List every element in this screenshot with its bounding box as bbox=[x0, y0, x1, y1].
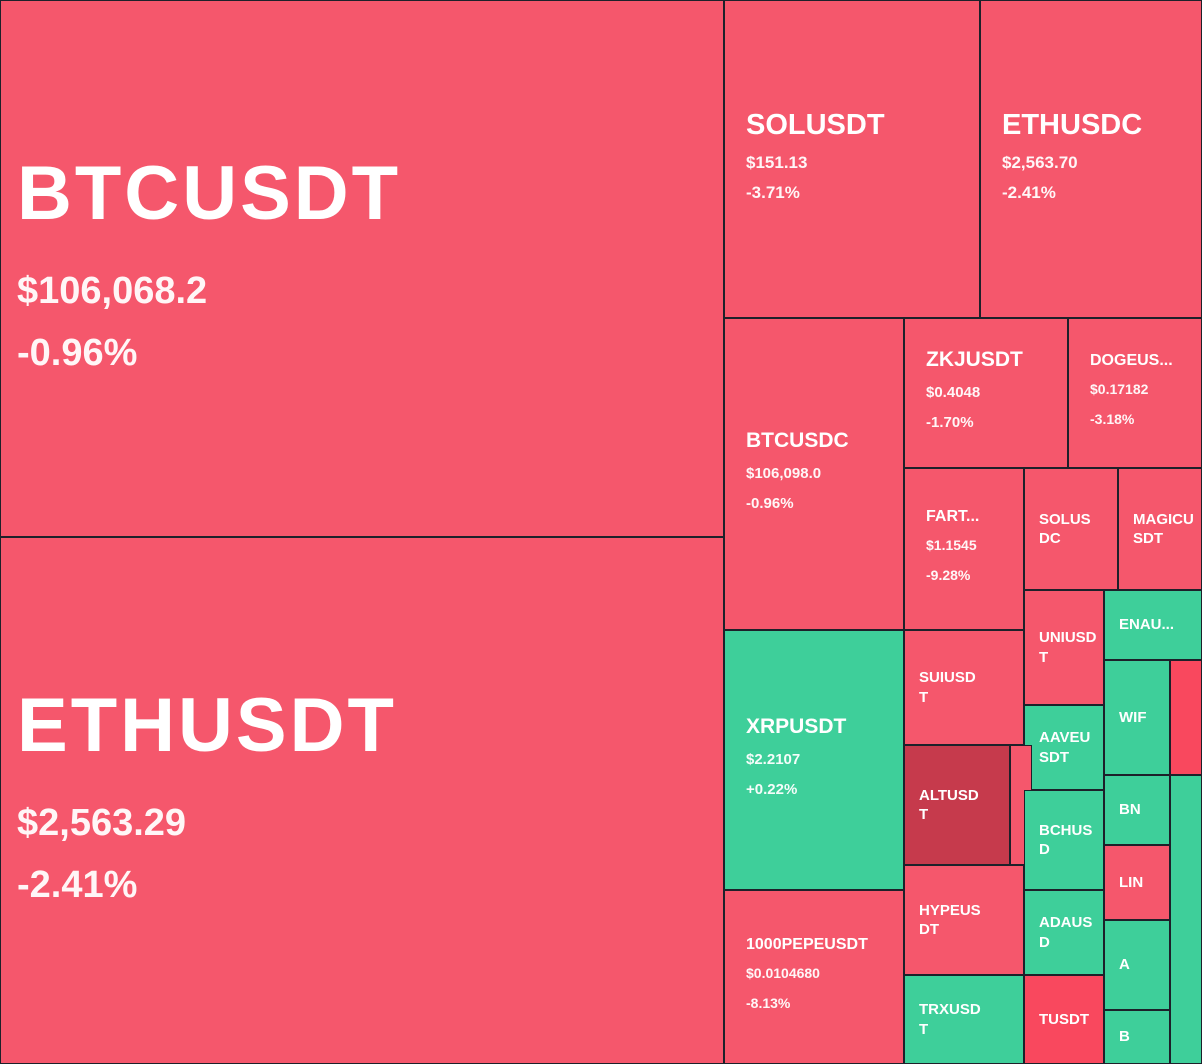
tile-price: $2.2107 bbox=[746, 750, 801, 768]
tile-bn[interactable]: BN bbox=[1104, 775, 1170, 845]
tile-suiusdt[interactable]: SUIUSDT bbox=[904, 630, 1024, 745]
tile-b[interactable]: B bbox=[1104, 1010, 1170, 1064]
tile-tusdt[interactable]: TUSDT bbox=[1024, 975, 1104, 1064]
tile-symbol: HYPEUSDT bbox=[919, 901, 981, 939]
tile-symbol: SOLUSDC bbox=[1039, 510, 1091, 548]
tile-bchusd[interactable]: BCHUSD bbox=[1024, 790, 1104, 890]
tile-1000pepeusdt[interactable]: 1000PEPEUSDT $0.0104680 -8.13% bbox=[724, 890, 904, 1064]
tile-price: $0.4048 bbox=[926, 383, 981, 401]
tile-unlabeled-29[interactable] bbox=[1170, 775, 1202, 1064]
tile-symbol: ENAU... bbox=[1119, 616, 1175, 634]
tile-symbol: TRXUSDT bbox=[919, 1001, 981, 1038]
tile-change: -0.96% bbox=[746, 494, 794, 512]
tile-change: -2.41% bbox=[1002, 182, 1056, 202]
tile-enau[interactable]: ENAU... bbox=[1104, 590, 1202, 660]
tile-symbol: ADAUSD bbox=[1039, 914, 1093, 951]
tile-symbol: BCHUSD bbox=[1039, 821, 1093, 859]
tile-change: +0.22% bbox=[746, 780, 798, 798]
tile-trxusdt[interactable]: TRXUSDT bbox=[904, 975, 1024, 1064]
tile-btcusdt[interactable]: BTCUSDT $106,068.2 -0.96% bbox=[0, 0, 724, 537]
tile-a[interactable]: A bbox=[1104, 920, 1170, 1010]
tile-change: -8.13% bbox=[746, 994, 791, 1011]
tile-altusdt[interactable]: ALTUSDT bbox=[904, 745, 1010, 865]
tile-change: -1.70% bbox=[926, 413, 974, 431]
tile-symbol: TUSDT bbox=[1039, 1010, 1089, 1028]
tile-symbol: B bbox=[1119, 1028, 1130, 1046]
tile-symbol: A bbox=[1119, 956, 1130, 974]
tile-change: -2.41% bbox=[17, 864, 138, 907]
tile-symbol: WIF bbox=[1119, 708, 1147, 726]
tile-symbol: SUIUSDT bbox=[919, 669, 976, 706]
tile-symbol: BTCUSDT bbox=[17, 151, 402, 237]
tile-price: $2,563.70 bbox=[1002, 153, 1078, 173]
tile-uniusdt[interactable]: UNIUSDT bbox=[1024, 590, 1104, 705]
tile-price: $0.0104680 bbox=[746, 965, 820, 982]
tile-ethusdc[interactable]: ETHUSDC $2,563.70 -2.41% bbox=[980, 0, 1202, 318]
tile-symbol: ALTUSDT bbox=[919, 786, 979, 824]
tile-aaveusdt[interactable]: AAVEUSDT bbox=[1024, 705, 1104, 790]
tile-symbol: MAGICUSDT bbox=[1133, 510, 1194, 548]
tile-symbol: BN bbox=[1119, 801, 1141, 819]
tile-symbol: AAVEUSDT bbox=[1039, 729, 1091, 766]
tile-price: $106,098.0 bbox=[746, 464, 822, 482]
tile-price: $2,563.29 bbox=[17, 801, 187, 844]
tile-symbol: ETHUSDT bbox=[17, 683, 397, 769]
tile-symbol: SOLUSDT bbox=[746, 109, 885, 142]
tile-symbol: DOGEUS... bbox=[1090, 351, 1173, 369]
tile-symbol: BTCUSDC bbox=[746, 429, 849, 453]
tile-change: -9.28% bbox=[926, 566, 971, 583]
tile-adausd[interactable]: ADAUSD bbox=[1024, 890, 1104, 975]
tile-price: $106,068.2 bbox=[17, 269, 208, 312]
tile-magicusdt[interactable]: MAGICUSDT bbox=[1118, 468, 1202, 590]
tile-symbol: UNIUSDT bbox=[1039, 629, 1097, 666]
tile-fart[interactable]: FART... $1.1545 -9.28% bbox=[904, 468, 1024, 630]
tile-unlabeled-15[interactable] bbox=[1170, 660, 1202, 775]
tile-symbol: LIN bbox=[1119, 873, 1144, 891]
tile-solusdt[interactable]: SOLUSDT $151.13 -3.71% bbox=[724, 0, 980, 318]
tile-zkjusdt[interactable]: ZKJUSDT $0.4048 -1.70% bbox=[904, 318, 1068, 468]
tile-lin[interactable]: LIN bbox=[1104, 845, 1170, 920]
tile-symbol: XRPUSDT bbox=[746, 715, 847, 739]
tile-change: -3.18% bbox=[1090, 410, 1135, 427]
tile-btcusdc[interactable]: BTCUSDC $106,098.0 -0.96% bbox=[724, 318, 904, 630]
tile-symbol: FART... bbox=[926, 507, 980, 525]
tile-change: -3.71% bbox=[746, 182, 800, 202]
tile-symbol: ETHUSDC bbox=[1002, 109, 1143, 142]
tile-wif[interactable]: WIF bbox=[1104, 660, 1170, 775]
tile-dogeus[interactable]: DOGEUS... $0.17182 -3.18% bbox=[1068, 318, 1202, 468]
tile-xrpusdt[interactable]: XRPUSDT $2.2107 +0.22% bbox=[724, 630, 904, 890]
tile-price: $151.13 bbox=[746, 153, 808, 173]
tile-solusdc[interactable]: SOLUSDC bbox=[1024, 468, 1118, 590]
tile-hypeusdt[interactable]: HYPEUSDT bbox=[904, 865, 1024, 975]
tile-symbol: 1000PEPEUSDT bbox=[746, 935, 868, 953]
tile-ethusdt[interactable]: ETHUSDT $2,563.29 -2.41% bbox=[0, 537, 724, 1064]
tile-price: $1.1545 bbox=[926, 537, 977, 554]
tile-change: -0.96% bbox=[17, 332, 138, 375]
tile-symbol: ZKJUSDT bbox=[926, 348, 1023, 372]
tile-price: $0.17182 bbox=[1090, 381, 1149, 398]
